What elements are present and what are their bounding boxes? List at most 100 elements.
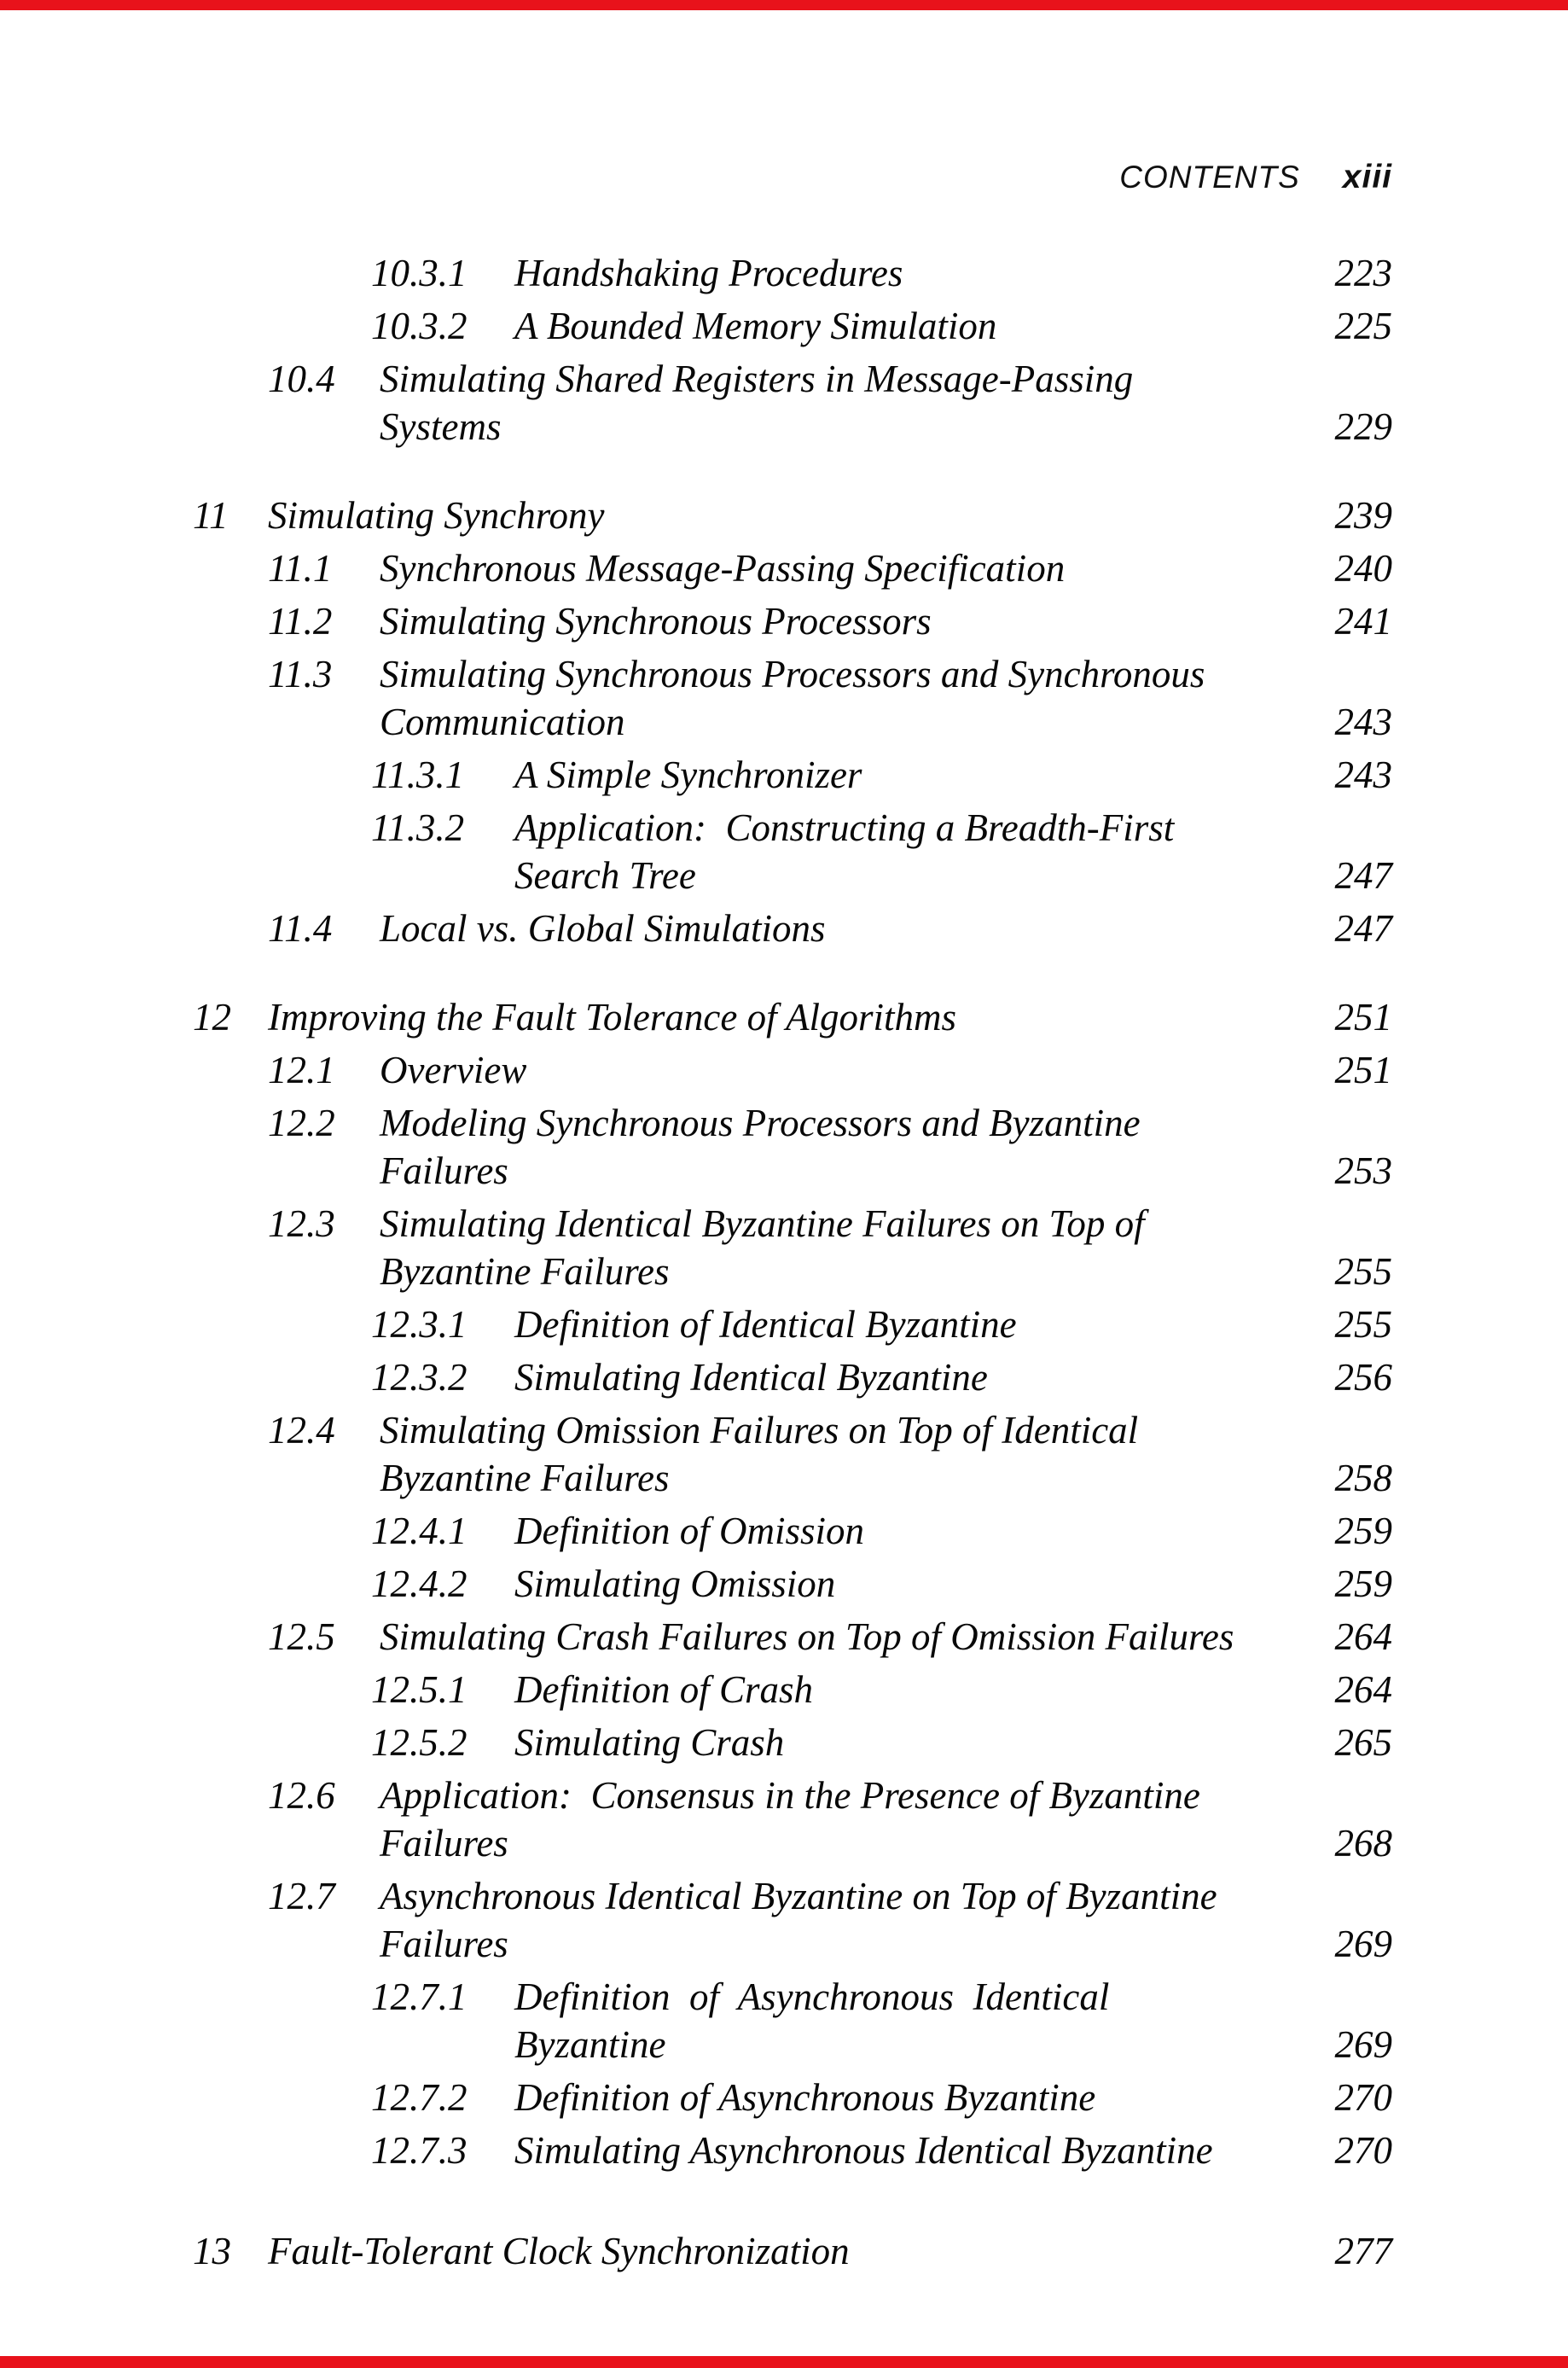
toc-entry-number: 12.4: [268, 1409, 335, 1452]
toc-entry: 11.3.1 A Simple Synchronizer 243: [193, 751, 1392, 799]
toc-entry-title: Simulating Crash Failures on Top of Omis…: [380, 1615, 1234, 1658]
toc-entry-title: Definition of Asynchronous Identical Byz…: [514, 1975, 1110, 2066]
toc-entry: 11 Simulating Synchrony 239: [193, 492, 1392, 539]
toc-entry-page: 225: [1334, 305, 1393, 347]
toc-entry-page: 255: [1334, 1303, 1393, 1346]
toc-entry-number: 12.7.3: [371, 2129, 467, 2172]
toc-entry-title: A Simple Synchronizer: [514, 753, 862, 796]
toc-entry-number: 11.3: [268, 653, 333, 695]
toc-entry-number: 12.7.1: [371, 1975, 467, 2018]
toc-entry-page: 264: [1334, 1615, 1393, 1658]
toc-entry-page: 259: [1334, 1510, 1393, 1552]
toc-entry-page: 269: [1334, 1923, 1393, 1965]
toc-entry-title: Simulating Synchronous Processors and Sy…: [380, 653, 1205, 743]
toc-entry: 12.5 Simulating Crash Failures on Top of…: [193, 1613, 1392, 1661]
toc-entry: 10.4 Simulating Shared Registers in Mess…: [193, 355, 1392, 451]
toc-entry: 11.3.2 Application: Constructing a Bread…: [193, 804, 1392, 899]
toc-entry-title: Application: Consensus in the Presence o…: [380, 1774, 1200, 1865]
toc-list: 10.3.1 Handshaking Procedures 223 10.3.2…: [193, 249, 1392, 2275]
toc-entry-number: 12.1: [268, 1049, 335, 1091]
toc-entry: 12.4.1 Definition of Omission 259: [193, 1507, 1392, 1555]
toc-entry: 12.7.3 Simulating Asynchronous Identical…: [193, 2127, 1392, 2174]
toc-entry-number: 11.2: [268, 600, 333, 643]
toc-entry-title: Definition of Omission: [514, 1510, 865, 1552]
toc-entry-number: 12.5.1: [371, 1668, 467, 1711]
toc-entry-title: Definition of Identical Byzantine: [514, 1303, 1017, 1346]
toc-entry-title: Simulating Identical Byzantine Failures …: [380, 1202, 1145, 1293]
toc-entry-title: Simulating Asynchronous Identical Byzant…: [514, 2129, 1213, 2172]
toc-entry: 12.1 Overview 251: [193, 1046, 1392, 1094]
toc-entry-number: 11.4: [268, 907, 333, 950]
running-head-page-number: xiii: [1342, 159, 1392, 195]
running-head: CONTENTS xiii: [1119, 159, 1392, 196]
toc-entry-title: Improving the Fault Tolerance of Algorit…: [268, 996, 957, 1039]
toc-entry-number: 10.3.2: [371, 305, 467, 347]
toc-entry-number: 10.4: [268, 358, 335, 400]
toc-entry-number: 12.3.2: [371, 1356, 467, 1399]
toc-entry-page: 243: [1334, 701, 1393, 743]
toc-entry: 12.7 Asynchronous Identical Byzantine on…: [193, 1872, 1392, 1968]
running-head-title: CONTENTS: [1119, 160, 1300, 195]
toc-entry: 12.3.1 Definition of Identical Byzantine…: [193, 1300, 1392, 1348]
toc-entry-title: Application: Constructing a Breadth-Firs…: [514, 806, 1175, 897]
toc-entry-page: 259: [1334, 1562, 1393, 1605]
toc-entry-page: 256: [1334, 1356, 1393, 1399]
toc-entry-page: 229: [1334, 405, 1393, 448]
toc-entry-number: 12.7.2: [371, 2076, 467, 2119]
toc-entry: 12 Improving the Fault Tolerance of Algo…: [193, 993, 1392, 1041]
toc-entry-title: Simulating Identical Byzantine: [514, 1356, 988, 1399]
toc-entry-page: 277: [1334, 2230, 1393, 2272]
toc-entry-page: 247: [1334, 854, 1393, 897]
scan-edge-strip-top: [0, 0, 1568, 10]
toc-entry: 11.2 Simulating Synchronous Processors 2…: [193, 597, 1392, 645]
toc-entry-page: 223: [1334, 252, 1393, 294]
toc-entry: 10.3.2 A Bounded Memory Simulation 225: [193, 302, 1392, 350]
toc-entry-number: 12: [193, 996, 231, 1039]
toc-entry: 12.3 Simulating Identical Byzantine Fail…: [193, 1200, 1392, 1295]
toc-entry-title: Simulating Omission Failures on Top of I…: [380, 1409, 1139, 1499]
toc-entry-page: 251: [1334, 996, 1393, 1039]
toc-entry-title: Definition of Asynchronous Byzantine: [514, 2076, 1096, 2119]
toc-entry-number: 12.5.2: [371, 1721, 467, 1764]
toc-entry-page: 268: [1334, 1822, 1393, 1865]
scan-edge-strip-bottom: [0, 2356, 1568, 2368]
toc-entry-number: 11.3.2: [371, 806, 465, 849]
toc-entry: 10.3.1 Handshaking Procedures 223: [193, 249, 1392, 297]
toc-entry-title: Simulating Crash: [514, 1721, 785, 1764]
toc-entry: 13 Fault-Tolerant Clock Synchronization …: [193, 2227, 1392, 2275]
toc-entry-title: Simulating Omission: [514, 1562, 836, 1605]
toc-entry-page: 270: [1334, 2129, 1393, 2172]
toc-entry-number: 11.3.1: [371, 753, 465, 796]
toc-entry-page: 239: [1334, 494, 1393, 537]
toc-entry-page: 243: [1334, 753, 1393, 796]
toc-entry: 12.2 Modeling Synchronous Processors and…: [193, 1099, 1392, 1195]
toc-entry-page: 240: [1334, 547, 1393, 590]
toc-entry-number: 13: [193, 2230, 231, 2272]
toc-entry-title: Fault-Tolerant Clock Synchronization: [268, 2230, 850, 2272]
toc-entry: 12.3.2 Simulating Identical Byzantine 25…: [193, 1353, 1392, 1401]
toc-entry: 12.4 Simulating Omission Failures on Top…: [193, 1406, 1392, 1502]
toc-entry-number: 11: [193, 494, 229, 537]
toc-entry: 12.6 Application: Consensus in the Prese…: [193, 1772, 1392, 1867]
toc-entry-number: 12.3: [268, 1202, 335, 1245]
toc-entry-page: 264: [1334, 1668, 1393, 1711]
toc-entry-title: Definition of Crash: [514, 1668, 814, 1711]
toc-entry-number: 12.4.2: [371, 1562, 467, 1605]
toc-entry-page: 241: [1334, 600, 1393, 643]
toc-entry-title: Asynchronous Identical Byzantine on Top …: [380, 1875, 1217, 1965]
toc-entry: 11.1 Synchronous Message-Passing Specifi…: [193, 544, 1392, 592]
toc-entry-page: 247: [1334, 907, 1393, 950]
toc-entry-page: 255: [1334, 1250, 1393, 1293]
toc-entry-number: 12.2: [268, 1102, 335, 1144]
toc-entry-number: 12.5: [268, 1615, 335, 1658]
toc-entry-page: 265: [1334, 1721, 1393, 1764]
toc-entry-title: Overview: [380, 1049, 527, 1091]
toc-entry: 12.4.2 Simulating Omission 259: [193, 1560, 1392, 1608]
toc-entry-number: 12.7: [268, 1875, 335, 1917]
toc-entry-number: 11.1: [268, 547, 333, 590]
toc-entry-number: 12.3.1: [371, 1303, 467, 1346]
toc-entry-title: Modeling Synchronous Processors and Byza…: [380, 1102, 1141, 1192]
toc-entry-title: Handshaking Procedures: [514, 252, 903, 294]
toc-entry-title: A Bounded Memory Simulation: [514, 305, 997, 347]
